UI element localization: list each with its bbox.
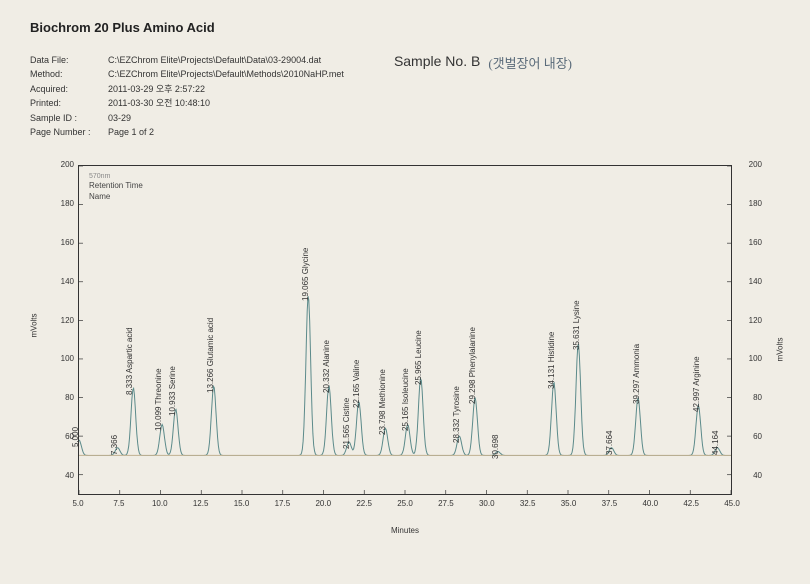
sample-label: Sample No. B (갯벌장어 내장) — [394, 53, 572, 139]
x-tick: 15.0 — [234, 499, 250, 508]
y-tick: 180 — [50, 199, 74, 208]
x-tick: 20.0 — [315, 499, 331, 508]
report-title: Biochrom 20 Plus Amino Acid — [30, 20, 780, 35]
y-tick: 120 — [738, 316, 762, 325]
meta-label: Printed: — [30, 96, 108, 110]
meta-value: 2011-03-30 오전 10:48:10 — [108, 96, 210, 110]
x-tick: 27.5 — [438, 499, 454, 508]
peak-label: 35.631 Lysine — [572, 300, 581, 350]
y-tick: 140 — [50, 277, 74, 286]
meta-value: C:\EZChrom Elite\Projects\Default\Method… — [108, 67, 344, 81]
sample-no: Sample No. B — [394, 53, 480, 69]
peak-label: 44.164 — [711, 430, 720, 454]
y-tick: 60 — [50, 432, 74, 441]
y-tick: 40 — [738, 471, 762, 480]
metadata-block: Data File:C:\EZChrom Elite\Projects\Defa… — [30, 53, 344, 139]
y-tick: 80 — [50, 393, 74, 402]
peak-label: 19.065 Glycine — [301, 248, 310, 301]
peak-label: 34.131 Histidine — [547, 331, 556, 388]
sample-handwritten: (갯벌장어 내장) — [488, 53, 572, 72]
meta-label: Page Number : — [30, 125, 108, 139]
x-tick: 22.5 — [356, 499, 372, 508]
peak-label: 10.933 Serine — [168, 366, 177, 416]
peak-label: 7.366 — [110, 435, 119, 455]
x-tick: 7.5 — [113, 499, 124, 508]
y-tick: 100 — [738, 354, 762, 363]
peak-label: 22.165 Valine — [352, 360, 361, 408]
header-section: Data File:C:\EZChrom Elite\Projects\Defa… — [30, 53, 780, 139]
x-tick: 12.5 — [193, 499, 209, 508]
peak-label: 29.298 Phenylalanine — [468, 327, 477, 404]
peak-label: 30.698 — [491, 434, 500, 458]
x-tick: 45.0 — [724, 499, 740, 508]
meta-label: Method: — [30, 67, 108, 81]
y-tick: 160 — [738, 238, 762, 247]
meta-value: 2011-03-29 오후 2:57:22 — [108, 82, 205, 96]
peak-label: 28.332 Tyrosine — [452, 386, 461, 443]
x-tick: 40.0 — [642, 499, 658, 508]
peak-label: 21.565 Cistine — [342, 398, 351, 449]
x-tick: 5.0 — [72, 499, 83, 508]
y-tick: 180 — [738, 199, 762, 208]
meta-label: Acquired: — [30, 82, 108, 96]
meta-label: Sample ID : — [30, 111, 108, 125]
meta-value: Page 1 of 2 — [108, 125, 154, 139]
x-tick: 17.5 — [275, 499, 291, 508]
plot-area: 570nm Retention Time Name 5.0007.3668.33… — [78, 165, 732, 495]
y-axis-label-left: mVolts — [30, 314, 39, 338]
meta-value: C:\EZChrom Elite\Projects\Default\Data\0… — [108, 53, 321, 67]
peak-label: 42.997 Arginine — [692, 356, 701, 412]
y-tick: 60 — [738, 432, 762, 441]
peak-label: 23.798 Methionine — [378, 370, 387, 436]
x-tick: 42.5 — [683, 499, 699, 508]
peak-label: 13.266 Glutamic acid — [206, 317, 215, 392]
x-tick: 25.0 — [397, 499, 413, 508]
peak-label: 20.332 Alanine — [322, 340, 331, 393]
y-tick: 200 — [738, 160, 762, 169]
y-tick: 200 — [50, 160, 74, 169]
y-axis-label-right: mVolts — [776, 338, 785, 362]
meta-value: 03-29 — [108, 111, 131, 125]
peak-label: 39.297 Ammonia — [632, 344, 641, 404]
peak-label: 8.333 Aspartic acid — [125, 327, 134, 395]
peak-label: 10.099 Threonine — [154, 369, 163, 432]
y-tick: 80 — [738, 393, 762, 402]
x-tick: 30.0 — [479, 499, 495, 508]
y-tick: 140 — [738, 277, 762, 286]
y-tick: 120 — [50, 316, 74, 325]
x-tick: 37.5 — [602, 499, 618, 508]
report-page: Biochrom 20 Plus Amino Acid Data File:C:… — [0, 0, 810, 584]
x-tick: 32.5 — [520, 499, 536, 508]
x-tick: 10.0 — [152, 499, 168, 508]
meta-label: Data File: — [30, 53, 108, 67]
chromatogram-trace — [79, 166, 731, 494]
peak-label: 37.664 — [605, 430, 614, 454]
x-tick: 35.0 — [561, 499, 577, 508]
y-tick: 100 — [50, 354, 74, 363]
peak-label: 25.165 Isoleucine — [401, 369, 410, 432]
y-tick: 40 — [50, 471, 74, 480]
chromatogram-chart: mVolts mVolts 570nm Retention Time Name … — [30, 155, 780, 535]
x-axis-label: Minutes — [391, 526, 419, 535]
peak-label: 25.965 Leucine — [414, 330, 423, 385]
y-tick: 160 — [50, 238, 74, 247]
